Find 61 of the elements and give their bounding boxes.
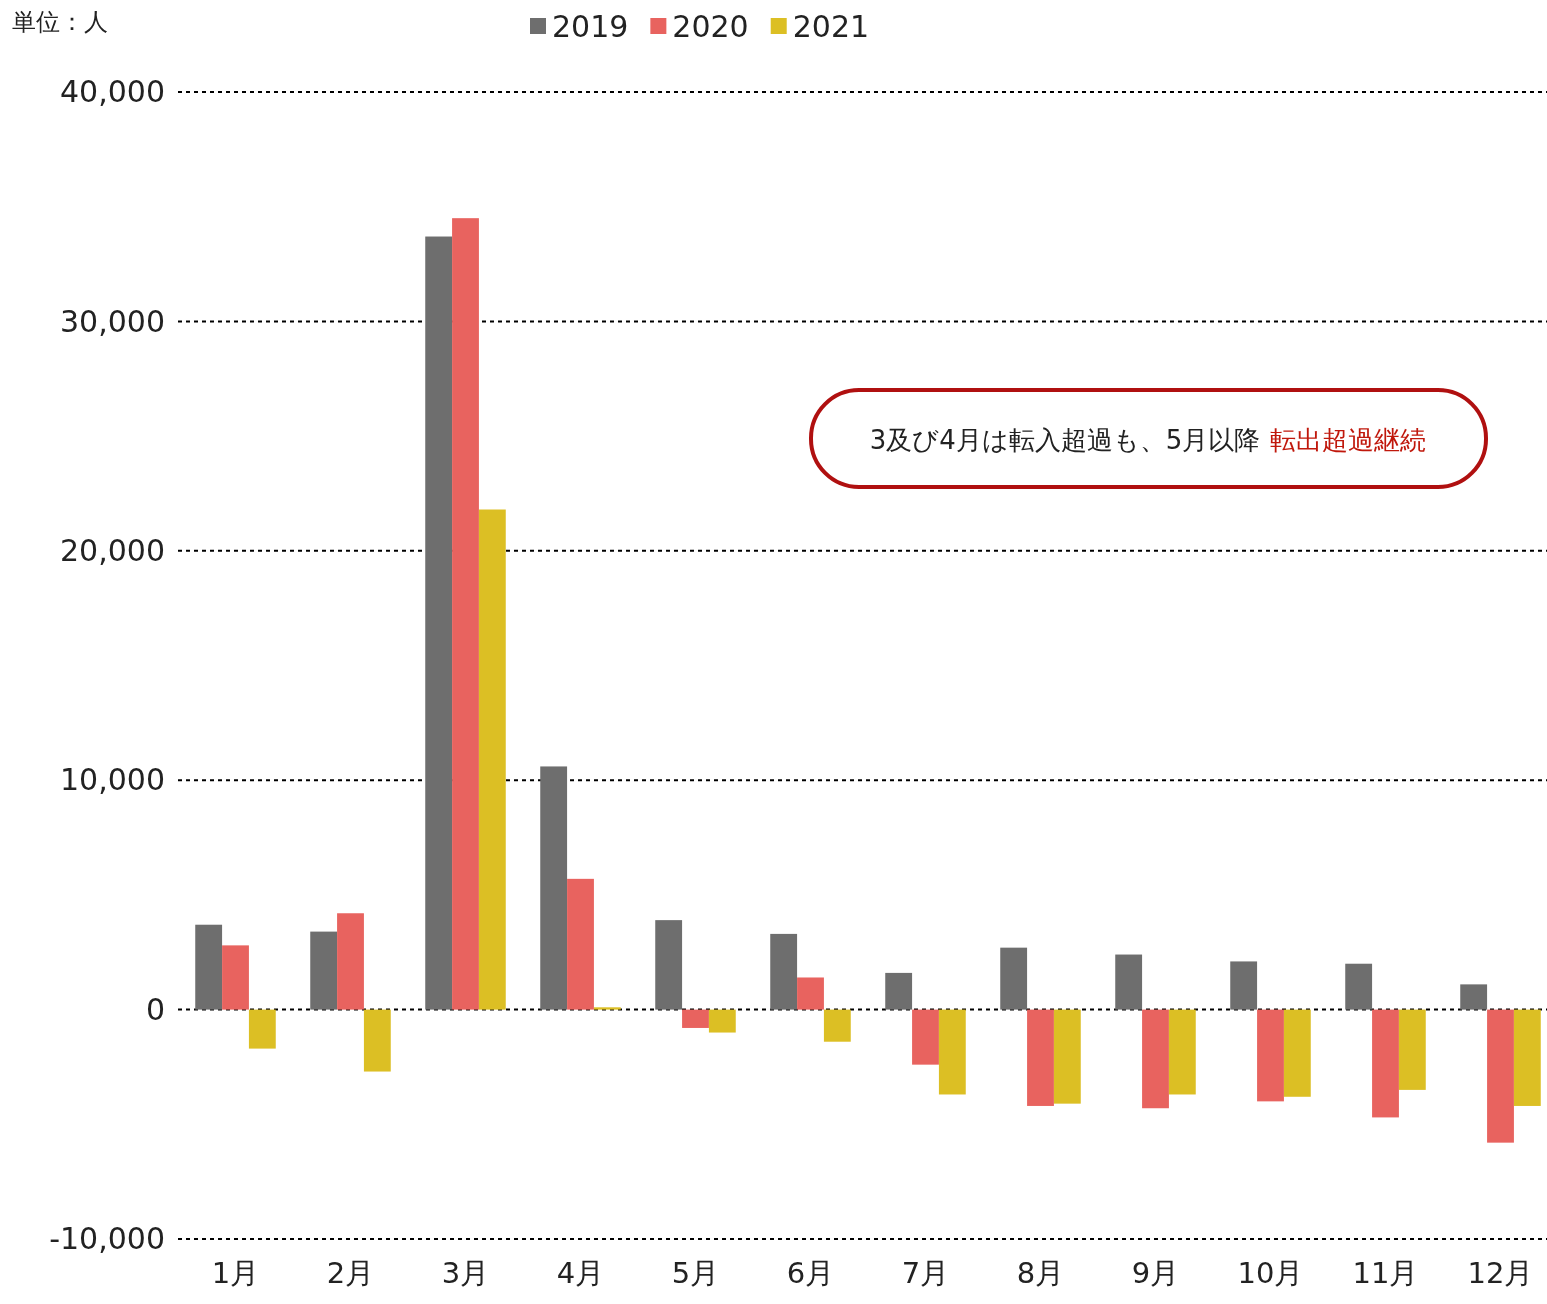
bar [1053,1009,1081,1104]
bar [1345,963,1373,1010]
bar [337,913,364,1010]
legend-label: 2019 [552,9,629,44]
x-tick-label: 2月 [326,1255,375,1290]
bar [1398,1009,1426,1090]
bar [1283,1009,1311,1097]
x-tick-label: 9月 [1131,1255,1180,1290]
y-tick-label: -10,000 [49,1221,165,1257]
y-tick-label: 20,000 [60,532,165,568]
text: 単位：人 [12,8,108,36]
annotation: 転出超過継続 [1270,425,1427,455]
bar [478,509,506,1010]
y-tick-label: 10,000 [60,762,165,798]
bar [1487,1009,1514,1143]
x-tick-label: 8月 [1016,1255,1065,1290]
legend-label: 2021 [792,9,870,44]
bar [593,1007,621,1010]
bar [1027,1009,1054,1106]
bar [363,1009,391,1072]
x-tick-label: 10月 [1237,1255,1304,1290]
bar [1257,1009,1284,1102]
x-tick-label: 12月 [1467,1255,1534,1290]
bar [912,1009,939,1065]
bar [452,218,479,1010]
y-tick-label: 30,000 [60,303,165,339]
bar [885,972,913,1010]
bar [248,1009,276,1049]
bar [1230,961,1258,1010]
bar [1513,1009,1541,1106]
bar [655,920,683,1010]
x-tick-label: 7月 [901,1255,950,1290]
bar [567,878,594,1010]
bar [938,1009,966,1095]
callout-box: 3及び4月は転入超過も、5月以降 転出超過継続 [809,388,1488,489]
x-tick-label: 3月 [441,1255,490,1290]
x-tick-label: 1月 [211,1255,260,1290]
bar [1142,1009,1169,1109]
x-tick-label: 4月 [556,1255,605,1290]
legend-label: 2020 [672,9,749,44]
y-tick-label: 40,000 [60,74,165,110]
bar [770,933,798,1010]
bar [823,1009,851,1042]
x-tick-label: 6月 [786,1255,835,1290]
bar [1000,947,1028,1010]
bar [1115,954,1143,1010]
y-tick-label: 0 [145,991,165,1027]
x-tick-label: 5月 [671,1255,720,1290]
bar [425,236,453,1010]
bar [540,766,568,1010]
x-tick-label: 11月 [1352,1255,1419,1290]
bar [1460,984,1488,1010]
bar [1168,1009,1196,1095]
bar [1372,1009,1399,1118]
bar [797,977,824,1010]
annotation: 3及び4月は転入超過も、5月以降 [869,425,1261,455]
bar [222,945,249,1010]
bar [195,924,223,1010]
bar [708,1009,736,1033]
bar [682,1009,709,1028]
bar [310,931,338,1010]
